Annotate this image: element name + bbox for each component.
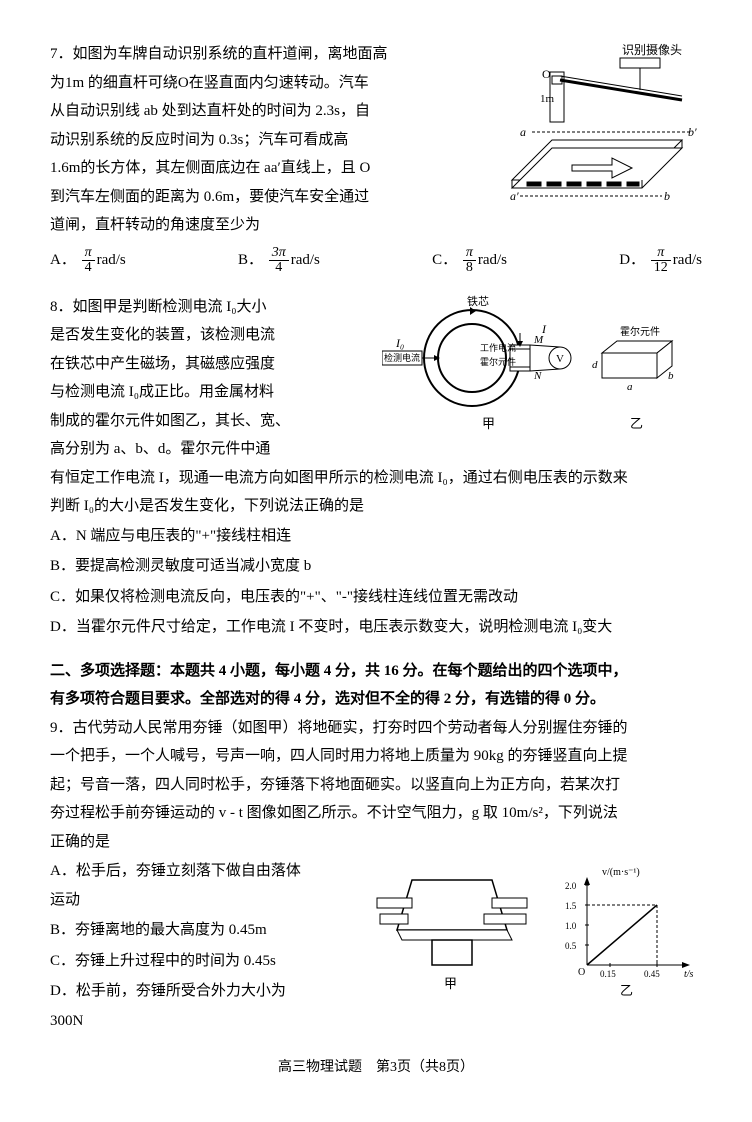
q8-figure: 铁芯 工作电流 霍尔元件 检测电流 I₀ M N V	[382, 293, 702, 433]
q8-option-d: D．当霍尔元件尺寸给定，工作电流 I 不变时，电压表示数变大，说明检测电流 I₀…	[50, 612, 702, 643]
q8-option-b: B．要提高检测灵敏度可适当减小宽度 b	[50, 551, 702, 582]
svg-text:乙: 乙	[620, 983, 633, 998]
svg-text:霍尔元件: 霍尔元件	[480, 356, 516, 367]
q7-option-d: D． π12rad/s	[619, 246, 702, 275]
svg-text:霍尔元件: 霍尔元件	[620, 325, 660, 338]
q9-figure: 甲 v/(m·s⁻¹) 0.5 1.0 1.5 2.0 0.15 0.45 t/…	[362, 860, 702, 1000]
q9-option-a: A．松手后，夯锤立刻落下做自由落体运动	[50, 856, 320, 915]
svg-text:d: d	[592, 359, 598, 371]
question-8: 铁芯 工作电流 霍尔元件 检测电流 I₀ M N V	[50, 293, 702, 643]
q7-options: A． π4rad/s B． 3π4rad/s C． π8rad/s D． π12…	[50, 240, 702, 279]
svg-text:V: V	[556, 353, 564, 365]
q9-text: 9．古代劳动人民常用夯锤（如图甲）将地砸实，打夯时四个劳动者每人分别握住夯锤的 …	[50, 714, 702, 857]
q9-number: 9．	[50, 720, 73, 736]
svg-text:t/s: t/s	[684, 969, 694, 980]
q8-option-c: C．如果仅将检测电流反向，电压表的"+"、"-"接线柱连线位置无需改动	[50, 582, 702, 613]
svg-text:甲: 甲	[482, 416, 495, 431]
svg-text:工作电流: 工作电流	[480, 342, 516, 353]
q7-option-b: B． 3π4rad/s	[238, 246, 320, 275]
svg-text:O: O	[542, 67, 551, 81]
section-2-header: 二、多项选择题：本题共 4 小题，每小题 4 分，共 16 分。在每个题给出的四…	[50, 657, 702, 714]
q9-svg: 甲 v/(m·s⁻¹) 0.5 1.0 1.5 2.0 0.15 0.45 t/…	[362, 860, 702, 1000]
svg-text:b: b	[668, 370, 674, 382]
q7-option-a: A． π4rad/s	[50, 246, 126, 275]
svg-text:0.15: 0.15	[600, 969, 616, 979]
q8-svg: 铁芯 工作电流 霍尔元件 检测电流 I₀ M N V	[382, 293, 702, 433]
svg-text:a: a	[627, 381, 633, 393]
svg-text:N: N	[533, 370, 542, 382]
svg-text:a′: a′	[510, 189, 519, 203]
svg-text:铁芯: 铁芯	[467, 294, 489, 308]
q8-option-a: A．N 端应与电压表的"+"接线柱相连	[50, 521, 702, 552]
svg-text:I₀: I₀	[395, 336, 404, 350]
q9-options: A．松手后，夯锤立刻落下做自由落体运动 B．夯锤离地的最大高度为 0.45m C…	[50, 856, 320, 1007]
svg-text:0.5: 0.5	[565, 941, 577, 951]
question-7: 识别摄像头 O 1m a b′ a′ b	[50, 40, 702, 279]
svg-text:乙: 乙	[630, 416, 643, 431]
question-9: 9．古代劳动人民常用夯锤（如图甲）将地砸实，打夯时四个劳动者每人分别握住夯锤的 …	[50, 714, 702, 1036]
q9-option-b: B．夯锤离地的最大高度为 0.45m	[50, 915, 320, 946]
q7-number: 7．	[50, 46, 73, 62]
camera-label: 识别摄像头	[622, 42, 682, 57]
q8-number: 8．	[50, 299, 73, 315]
q7-figure: 识别摄像头 O 1m a b′ a′ b	[492, 40, 702, 220]
svg-text:a: a	[520, 125, 526, 139]
svg-text:1.0: 1.0	[565, 921, 577, 931]
svg-text:甲: 甲	[444, 976, 457, 991]
svg-text:检测电流: 检测电流	[384, 352, 420, 363]
svg-text:b′: b′	[688, 125, 697, 139]
q7-svg: 识别摄像头 O 1m a b′ a′ b	[492, 40, 702, 220]
svg-text:0.45: 0.45	[644, 969, 660, 979]
q8-options: A．N 端应与电压表的"+"接线柱相连 B．要提高检测灵敏度可适当减小宽度 b …	[50, 521, 702, 643]
svg-text:2.0: 2.0	[565, 881, 577, 891]
q9-option-d: D．松手前，夯锤所受合外力大小为	[50, 976, 320, 1007]
page-footer: 高三物理试题 第3页（共8页）	[50, 1055, 702, 1082]
svg-text:b: b	[664, 189, 670, 203]
svg-text:v/(m·s⁻¹): v/(m·s⁻¹)	[602, 867, 640, 878]
q9-after: 300N	[50, 1007, 702, 1036]
svg-text:I: I	[541, 322, 547, 336]
q7-option-c: C． π8rad/s	[432, 246, 507, 275]
svg-text:1m: 1m	[540, 93, 555, 105]
q9-option-c: C．夯锤上升过程中的时间为 0.45s	[50, 946, 320, 977]
svg-text:O: O	[578, 967, 585, 978]
svg-text:1.5: 1.5	[565, 901, 577, 911]
